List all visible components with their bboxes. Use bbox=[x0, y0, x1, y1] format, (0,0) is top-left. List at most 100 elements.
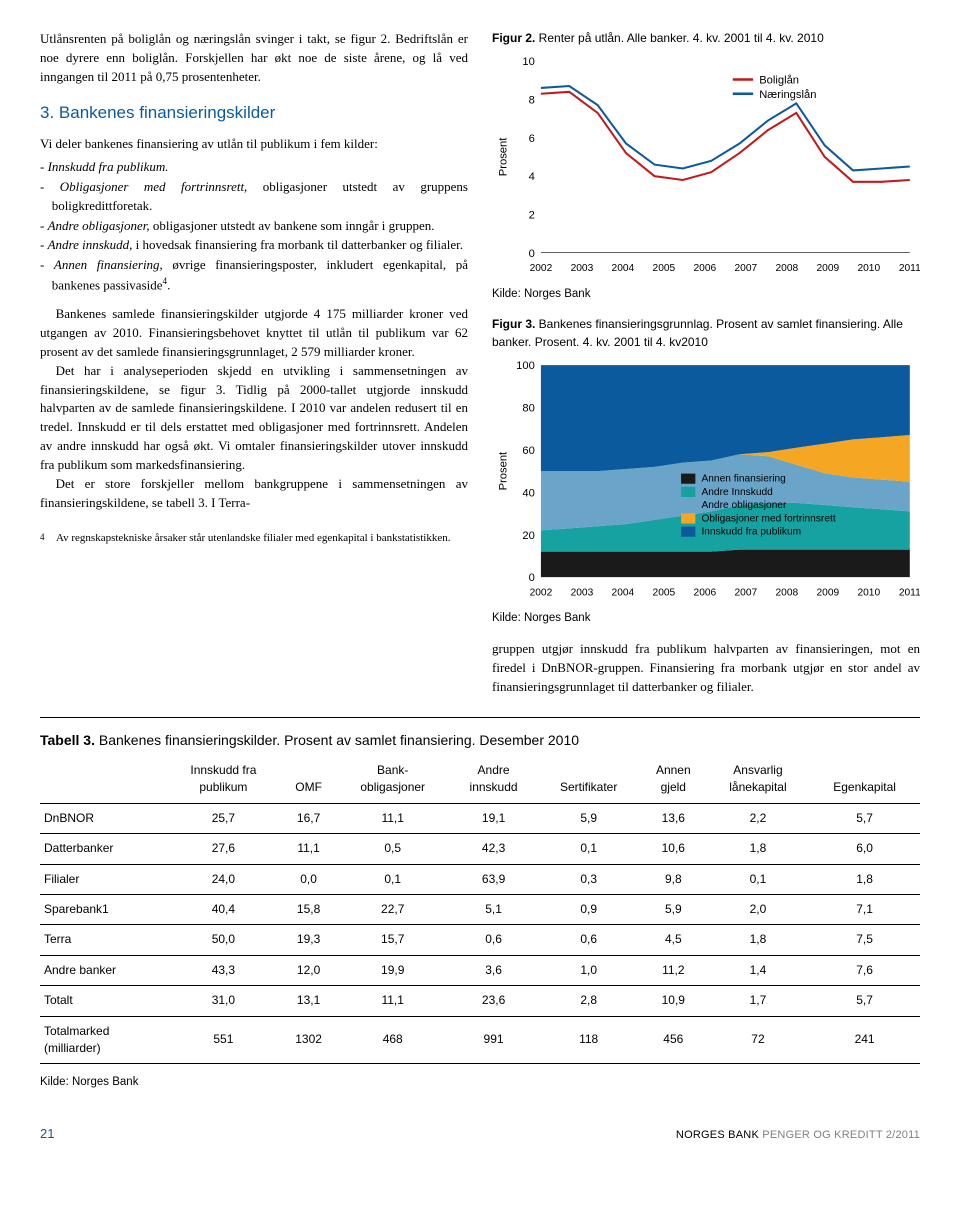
table-separator bbox=[40, 717, 920, 718]
svg-text:2006: 2006 bbox=[694, 587, 717, 598]
fig3-svg: 020406080100Prosent200220032004200520062… bbox=[492, 357, 920, 602]
funding-sources-list: Innskudd fra publikum. Obligasjoner med … bbox=[40, 158, 468, 295]
svg-text:0: 0 bbox=[529, 248, 535, 260]
table-cell: Sparebank1 bbox=[40, 895, 165, 925]
svg-text:2007: 2007 bbox=[735, 587, 758, 598]
svg-text:2004: 2004 bbox=[612, 263, 635, 274]
svg-text:2: 2 bbox=[529, 210, 535, 222]
svg-text:Boliglån: Boliglån bbox=[759, 75, 799, 87]
table-cell: 241 bbox=[809, 1016, 920, 1064]
table-cell: 15,8 bbox=[281, 895, 335, 925]
table-cell: 4,5 bbox=[640, 925, 707, 955]
table-cell: 25,7 bbox=[165, 803, 281, 833]
li-em: Annen finansiering, bbox=[54, 257, 163, 272]
table-cell: Filialer bbox=[40, 864, 165, 894]
table-cell: 19,9 bbox=[336, 955, 450, 985]
table-cell: 7,1 bbox=[809, 895, 920, 925]
footnote-4: 4 Av regnskapstekniske årsaker står uten… bbox=[40, 531, 468, 546]
list-item: Innskudd fra publikum. bbox=[52, 158, 468, 177]
svg-text:2011: 2011 bbox=[899, 263, 920, 274]
table3-title-bold: Tabell 3. bbox=[40, 732, 95, 748]
table-row: Terra50,019,315,70,60,64,51,87,5 bbox=[40, 925, 920, 955]
table-cell: 118 bbox=[537, 1016, 639, 1064]
table-cell: 1,7 bbox=[707, 986, 809, 1016]
table-header: Annengjeld bbox=[640, 756, 707, 803]
table-row: Totalmarked(milliarder)55113024689911184… bbox=[40, 1016, 920, 1064]
table-header: Bank-obligasjoner bbox=[336, 756, 450, 803]
table-cell: 2,0 bbox=[707, 895, 809, 925]
svg-text:2009: 2009 bbox=[816, 587, 839, 598]
svg-text:6: 6 bbox=[529, 133, 535, 145]
svg-text:2011: 2011 bbox=[899, 587, 920, 598]
two-column-layout: Utlånsrenten på boliglån og næringslån s… bbox=[40, 30, 920, 697]
table-cell: 9,8 bbox=[640, 864, 707, 894]
svg-text:2003: 2003 bbox=[571, 263, 594, 274]
table-cell: 551 bbox=[165, 1016, 281, 1064]
table-row: Datterbanker27,611,10,542,30,110,61,86,0 bbox=[40, 834, 920, 864]
table-cell: 0,6 bbox=[450, 925, 538, 955]
table3: Innskudd frapublikumOMFBank-obligasjoner… bbox=[40, 756, 920, 1064]
table-cell: 1302 bbox=[281, 1016, 335, 1064]
right-continuation: gruppen utgjør innskudd fra publikum hal… bbox=[492, 640, 920, 697]
table3-title: Tabell 3. Bankenes finansieringskilder. … bbox=[40, 730, 920, 750]
sec3-lead: Vi deler bankenes finansiering av utlån … bbox=[40, 135, 468, 154]
table-cell: 991 bbox=[450, 1016, 538, 1064]
table-cell: 0,1 bbox=[707, 864, 809, 894]
table-cell: 3,6 bbox=[450, 955, 538, 985]
table-cell: 1,8 bbox=[809, 864, 920, 894]
svg-text:4: 4 bbox=[529, 172, 535, 184]
svg-text:Prosent: Prosent bbox=[497, 451, 509, 490]
table-cell: 0,1 bbox=[537, 834, 639, 864]
table-header bbox=[40, 756, 165, 803]
table-cell: 10,9 bbox=[640, 986, 707, 1016]
table-cell: 0,3 bbox=[537, 864, 639, 894]
table-cell: 1,8 bbox=[707, 834, 809, 864]
table-cell: 63,9 bbox=[450, 864, 538, 894]
svg-text:2005: 2005 bbox=[653, 263, 676, 274]
table-header: Sertifikater bbox=[537, 756, 639, 803]
table-cell: 6,0 bbox=[809, 834, 920, 864]
li-rest: i hovedsak finansiering fra morbank til … bbox=[132, 237, 463, 252]
table-header: Egenkapital bbox=[809, 756, 920, 803]
table-cell: 72 bbox=[707, 1016, 809, 1064]
svg-text:8: 8 bbox=[529, 95, 535, 107]
svg-text:2010: 2010 bbox=[857, 587, 880, 598]
fig2-caption: Figur 2. Renter på utlån. Alle banker. 4… bbox=[492, 30, 920, 47]
table-header: Andreinnskudd bbox=[450, 756, 538, 803]
table-cell: 2,8 bbox=[537, 986, 639, 1016]
fig2-caption-rest: Renter på utlån. Alle banker. 4. kv. 200… bbox=[535, 31, 823, 45]
table-cell: 19,3 bbox=[281, 925, 335, 955]
table-cell: Totalt bbox=[40, 986, 165, 1016]
svg-text:20: 20 bbox=[522, 530, 534, 542]
table-cell: 7,5 bbox=[809, 925, 920, 955]
pub-main: NORGES BANK bbox=[676, 1129, 759, 1141]
svg-text:Andre obligasjoner: Andre obligasjoner bbox=[701, 500, 787, 511]
table-cell: Datterbanker bbox=[40, 834, 165, 864]
table-cell: 24,0 bbox=[165, 864, 281, 894]
table-cell: 7,6 bbox=[809, 955, 920, 985]
svg-text:2004: 2004 bbox=[612, 587, 635, 598]
footnote-ref: 4 bbox=[163, 276, 168, 286]
table3-title-rest: Bankenes finansieringskilder. Prosent av… bbox=[95, 732, 579, 748]
table-cell: 2,2 bbox=[707, 803, 809, 833]
table-cell: 1,0 bbox=[537, 955, 639, 985]
svg-text:40: 40 bbox=[522, 487, 534, 499]
fig2-caption-bold: Figur 2. bbox=[492, 31, 535, 45]
table-cell: 0,5 bbox=[336, 834, 450, 864]
list-item: Annen finansiering, øvrige finansierings… bbox=[52, 256, 468, 295]
table-row: Totalt31,013,111,123,62,810,91,75,7 bbox=[40, 986, 920, 1016]
svg-text:2009: 2009 bbox=[816, 263, 839, 274]
fig2-svg: 0246810Prosent20022003200420052006200720… bbox=[492, 53, 920, 277]
table-cell: 12,0 bbox=[281, 955, 335, 985]
table-cell: Totalmarked(milliarder) bbox=[40, 1016, 165, 1064]
publication-label: NORGES BANK PENGER OG KREDITT 2/2011 bbox=[676, 1128, 920, 1144]
table-row: Sparebank140,415,822,75,10,95,92,07,1 bbox=[40, 895, 920, 925]
fig3-caption-bold: Figur 3. bbox=[492, 317, 535, 331]
right-column: Figur 2. Renter på utlån. Alle banker. 4… bbox=[492, 30, 920, 697]
svg-text:2008: 2008 bbox=[776, 263, 799, 274]
fig3-caption: Figur 3. Bankenes finansieringsgrunnlag.… bbox=[492, 316, 920, 351]
page-number: 21 bbox=[40, 1125, 54, 1144]
li-rest: obligasjoner utstedt av bankene som inng… bbox=[150, 218, 435, 233]
list-item: Obligasjoner med fortrinnsrett, obligasj… bbox=[52, 178, 468, 216]
left-column: Utlånsrenten på boliglån og næringslån s… bbox=[40, 30, 468, 697]
